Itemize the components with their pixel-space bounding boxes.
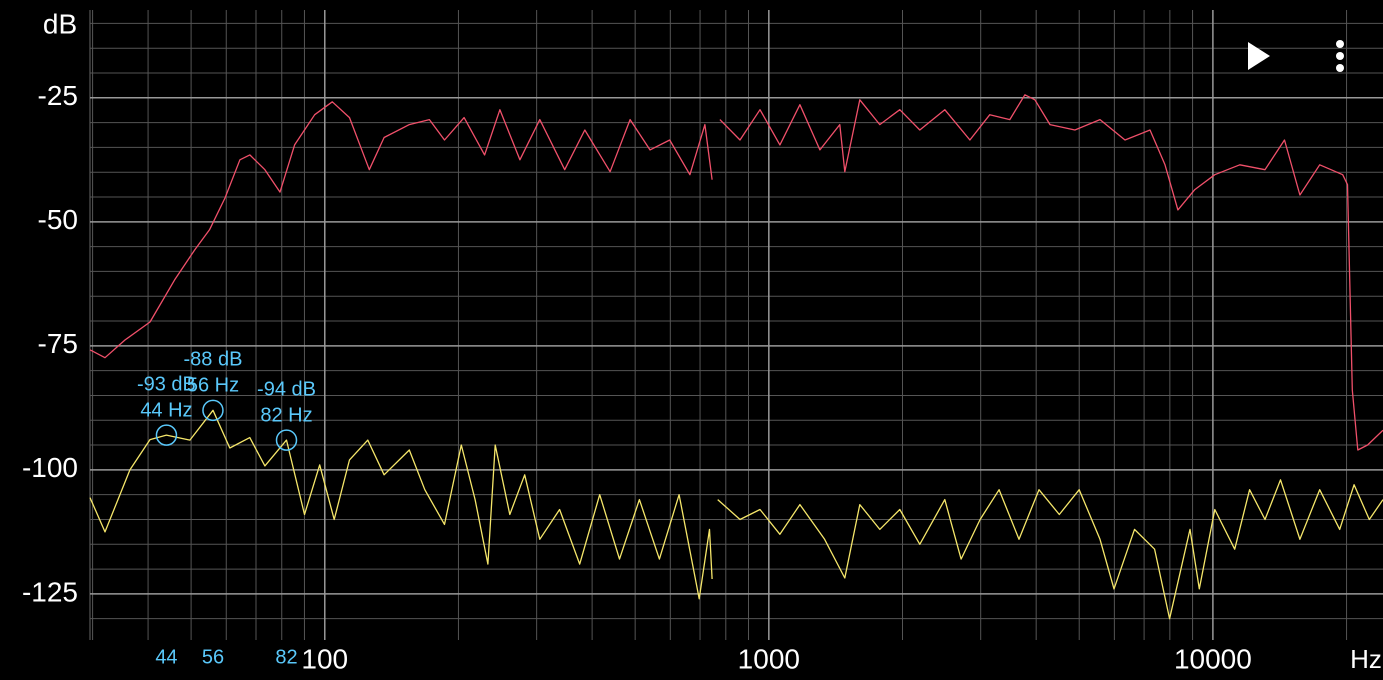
x-tick-label: 10000 (1174, 643, 1252, 674)
y-tick-label: -25 (38, 80, 78, 111)
play-button[interactable] (1248, 42, 1270, 70)
x-tick-label: 100 (301, 643, 348, 674)
peak-marker (155, 424, 178, 446)
y-tick-label: -100 (22, 452, 78, 483)
plot (89, 94, 1383, 620)
x-tick-label: 1000 (738, 643, 800, 674)
peak-axis-label: 44 (155, 646, 177, 668)
menu-button[interactable] (1336, 40, 1344, 72)
peak-axis-label: 82 (275, 646, 297, 668)
peak-marker (275, 429, 298, 451)
menu-dot (1336, 52, 1344, 60)
labels: dB Hz 100 1000 10000 -25 -50 -75 -100 -125 -93 d… (22, 8, 1382, 674)
peak-db-label: -88 dB (183, 349, 242, 371)
y-tick-label: -75 (38, 328, 78, 359)
grid (89, 10, 1383, 640)
spectrum-line (89, 94, 1383, 451)
spectrum-line (89, 409, 1383, 620)
peak-axis-label: 56 (202, 646, 224, 668)
peak-hz-label: 44 Hz (140, 399, 192, 421)
y-axis-label: dB (43, 8, 77, 39)
peak-db-label: -94 dB (257, 378, 316, 400)
menu-dot (1336, 40, 1344, 48)
y-tick-label: -125 (22, 576, 78, 607)
x-axis-label: Hz (1350, 644, 1382, 674)
peak-hz-label: 82 Hz (260, 404, 312, 426)
menu-dot (1336, 64, 1344, 72)
y-tick-label: -50 (38, 204, 78, 235)
peak-hz-label: 56 Hz (187, 375, 239, 397)
peak-marker (202, 399, 224, 422)
peak-db-label: -93 dB (137, 373, 196, 395)
